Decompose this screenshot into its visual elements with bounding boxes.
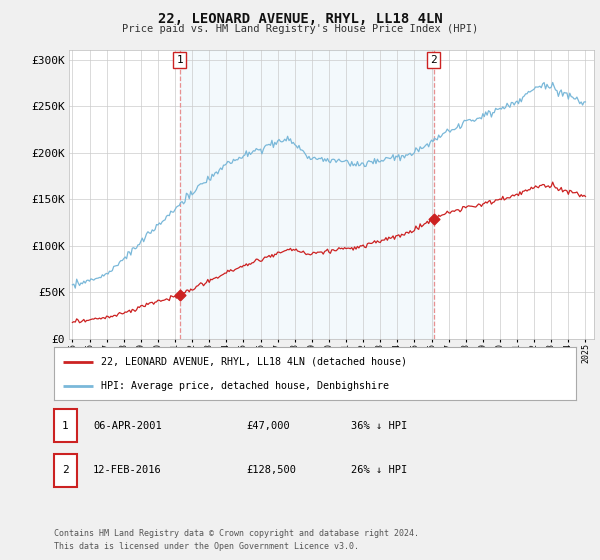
Text: 22, LEONARD AVENUE, RHYL, LL18 4LN (detached house): 22, LEONARD AVENUE, RHYL, LL18 4LN (deta… <box>101 357 407 367</box>
Text: £128,500: £128,500 <box>246 465 296 475</box>
Text: 26% ↓ HPI: 26% ↓ HPI <box>351 465 407 475</box>
Text: Contains HM Land Registry data © Crown copyright and database right 2024.: Contains HM Land Registry data © Crown c… <box>54 529 419 538</box>
Bar <box>179 50 434 339</box>
Point <box>175 291 184 300</box>
Point <box>429 215 439 224</box>
Text: 2: 2 <box>430 55 437 65</box>
Text: 1: 1 <box>62 421 69 431</box>
Text: 36% ↓ HPI: 36% ↓ HPI <box>351 421 407 431</box>
Text: 12-FEB-2016: 12-FEB-2016 <box>93 465 162 475</box>
Text: 06-APR-2001: 06-APR-2001 <box>93 421 162 431</box>
Text: This data is licensed under the Open Government Licence v3.0.: This data is licensed under the Open Gov… <box>54 542 359 550</box>
Text: 1: 1 <box>176 55 183 65</box>
Text: 2: 2 <box>62 465 69 475</box>
Text: £47,000: £47,000 <box>246 421 290 431</box>
Text: Price paid vs. HM Land Registry's House Price Index (HPI): Price paid vs. HM Land Registry's House … <box>122 24 478 34</box>
Text: HPI: Average price, detached house, Denbighshire: HPI: Average price, detached house, Denb… <box>101 381 389 391</box>
Text: 22, LEONARD AVENUE, RHYL, LL18 4LN: 22, LEONARD AVENUE, RHYL, LL18 4LN <box>158 12 442 26</box>
